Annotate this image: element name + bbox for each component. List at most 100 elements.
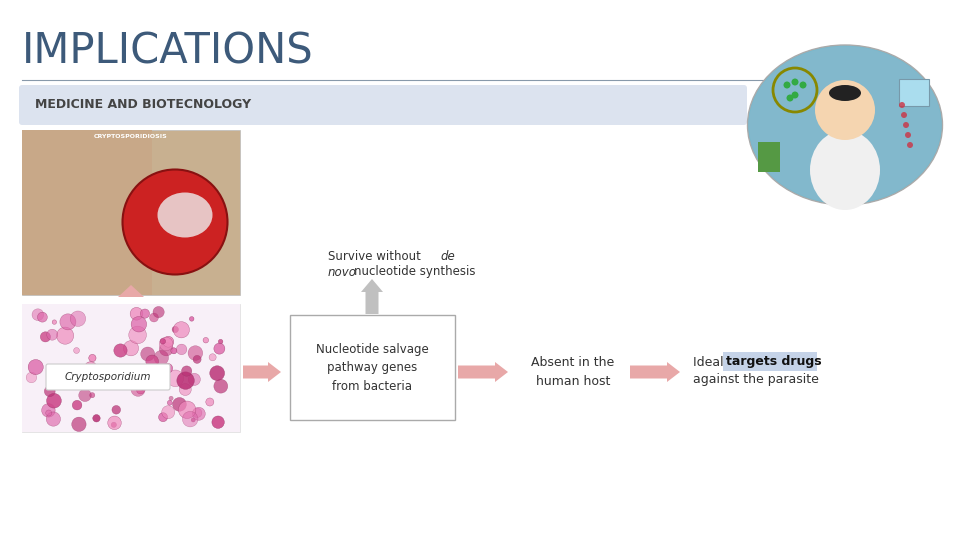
FancyBboxPatch shape: [22, 304, 240, 432]
Circle shape: [132, 316, 147, 332]
Text: de: de: [440, 251, 455, 264]
Circle shape: [783, 82, 790, 89]
Circle shape: [163, 363, 173, 373]
Circle shape: [169, 396, 173, 400]
Circle shape: [44, 386, 55, 397]
Circle shape: [47, 329, 58, 340]
FancyBboxPatch shape: [723, 352, 817, 371]
Circle shape: [40, 332, 51, 342]
Circle shape: [905, 132, 911, 138]
Circle shape: [903, 122, 909, 128]
Circle shape: [172, 326, 179, 333]
FancyArrow shape: [630, 362, 680, 382]
Text: novo: novo: [328, 266, 357, 279]
Circle shape: [815, 80, 875, 140]
Text: Nucleotide salvage
pathway genes
from bacteria: Nucleotide salvage pathway genes from ba…: [316, 342, 428, 394]
Circle shape: [189, 316, 194, 321]
Circle shape: [37, 312, 47, 322]
Circle shape: [84, 362, 97, 374]
Circle shape: [159, 337, 173, 351]
Circle shape: [136, 386, 145, 394]
Circle shape: [141, 347, 155, 361]
Circle shape: [177, 344, 187, 355]
Text: Ideal: Ideal: [693, 355, 728, 368]
Circle shape: [188, 346, 203, 360]
FancyBboxPatch shape: [22, 130, 152, 295]
FancyBboxPatch shape: [758, 142, 780, 172]
Circle shape: [791, 78, 799, 85]
Circle shape: [154, 350, 169, 365]
Circle shape: [167, 370, 183, 387]
Text: Absent in the
human host: Absent in the human host: [532, 356, 614, 388]
Circle shape: [112, 406, 121, 414]
Text: MEDICINE AND BIOTECNOLOGY: MEDICINE AND BIOTECNOLOGY: [35, 98, 252, 111]
Circle shape: [204, 338, 208, 343]
Circle shape: [85, 366, 100, 380]
Circle shape: [171, 348, 177, 354]
Circle shape: [70, 311, 85, 327]
FancyArrow shape: [243, 362, 281, 382]
Circle shape: [173, 397, 186, 411]
Circle shape: [167, 400, 172, 405]
Circle shape: [26, 372, 36, 383]
Circle shape: [150, 313, 158, 322]
Text: Survive without: Survive without: [328, 251, 424, 264]
Circle shape: [131, 307, 143, 320]
Circle shape: [179, 401, 196, 418]
Text: against the parasite: against the parasite: [693, 374, 819, 387]
FancyBboxPatch shape: [899, 79, 929, 106]
Text: Cryptosporidium: Cryptosporidium: [64, 372, 152, 382]
Circle shape: [114, 344, 127, 357]
Circle shape: [191, 418, 195, 422]
Circle shape: [46, 412, 60, 426]
Text: targets drugs: targets drugs: [726, 355, 822, 368]
Circle shape: [79, 389, 91, 402]
Ellipse shape: [157, 192, 212, 238]
Circle shape: [214, 343, 225, 354]
Circle shape: [158, 413, 168, 422]
Circle shape: [210, 366, 225, 381]
Circle shape: [121, 372, 126, 377]
Ellipse shape: [829, 85, 861, 101]
FancyBboxPatch shape: [290, 315, 455, 420]
Circle shape: [173, 322, 189, 338]
Circle shape: [193, 355, 202, 363]
Circle shape: [41, 403, 55, 417]
Circle shape: [161, 406, 175, 419]
Circle shape: [181, 366, 192, 376]
Circle shape: [129, 326, 147, 344]
Circle shape: [160, 339, 165, 344]
Circle shape: [89, 393, 95, 398]
Circle shape: [93, 415, 100, 422]
FancyArrow shape: [118, 285, 144, 297]
Circle shape: [57, 327, 74, 344]
Circle shape: [60, 314, 76, 330]
Circle shape: [212, 416, 225, 428]
Circle shape: [47, 393, 61, 408]
Circle shape: [188, 373, 201, 386]
Circle shape: [146, 355, 158, 368]
Text: nucleotide synthesis: nucleotide synthesis: [354, 266, 475, 279]
FancyBboxPatch shape: [19, 85, 747, 125]
Circle shape: [107, 367, 121, 382]
Circle shape: [131, 382, 145, 396]
Circle shape: [74, 348, 80, 354]
Circle shape: [193, 408, 202, 417]
Circle shape: [159, 342, 173, 356]
Text: IMPLICATIONS: IMPLICATIONS: [22, 30, 314, 72]
FancyBboxPatch shape: [22, 304, 240, 432]
Circle shape: [163, 336, 174, 347]
Circle shape: [60, 376, 68, 383]
Circle shape: [52, 320, 57, 325]
Circle shape: [88, 354, 96, 362]
Circle shape: [108, 416, 121, 430]
Circle shape: [72, 400, 82, 410]
Circle shape: [800, 82, 806, 89]
Circle shape: [899, 102, 905, 108]
FancyBboxPatch shape: [22, 130, 240, 295]
Circle shape: [205, 398, 214, 406]
Circle shape: [209, 354, 216, 361]
Circle shape: [907, 142, 913, 148]
Circle shape: [177, 372, 194, 389]
FancyArrow shape: [458, 362, 508, 382]
